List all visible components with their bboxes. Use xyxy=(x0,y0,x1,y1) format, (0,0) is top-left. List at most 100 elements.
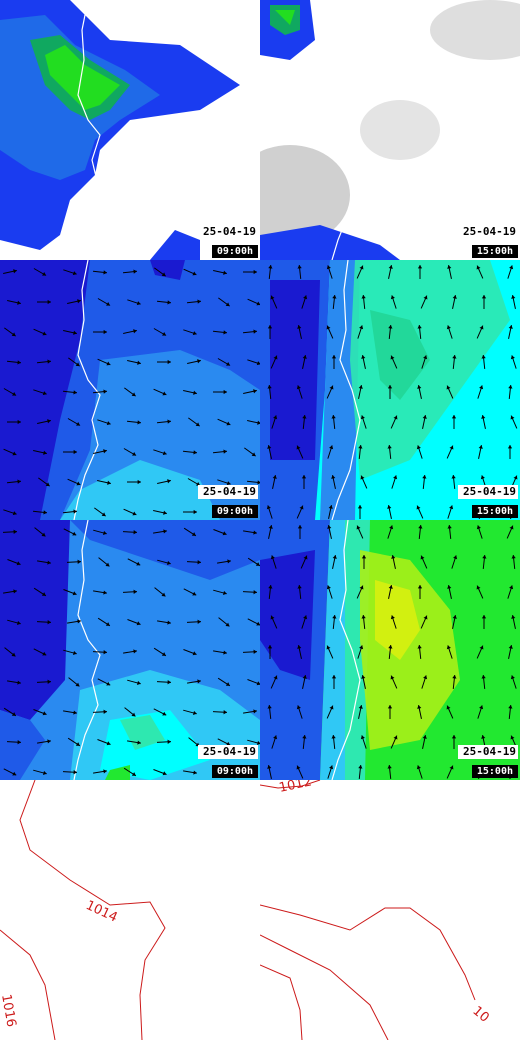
wind-arrow xyxy=(331,475,336,489)
wind-arrow xyxy=(300,555,308,569)
wind-arrow xyxy=(153,769,167,776)
wind-arrow xyxy=(153,708,167,716)
wind-arrow xyxy=(296,445,304,459)
wind10m-panel-0900: 25-04-19 09:00h xyxy=(0,520,260,780)
wind-arrow xyxy=(416,765,423,779)
wind-arrow xyxy=(270,555,277,569)
wind-arrow xyxy=(452,674,457,690)
wind-arrow xyxy=(3,768,17,776)
wind-arrow xyxy=(420,295,428,309)
wind-arrow xyxy=(481,674,486,690)
wind-arrow xyxy=(358,385,363,399)
wind-vector-layer xyxy=(3,267,260,517)
wind-arrow xyxy=(212,330,228,335)
wind-arrow xyxy=(417,324,422,340)
wind-arrow xyxy=(7,619,21,626)
wind-arrow xyxy=(268,525,273,539)
wind-arrow xyxy=(418,524,423,540)
wind-arrow xyxy=(387,525,394,539)
wind-arrow xyxy=(2,529,18,534)
wind-arrow xyxy=(361,294,366,310)
wind-arrow xyxy=(3,509,17,516)
wind-arrow xyxy=(33,648,47,656)
wind-arrow xyxy=(247,679,260,686)
wind-arrow xyxy=(301,615,308,629)
date-label: 25-04-19 xyxy=(198,485,258,499)
wind-arrow xyxy=(360,735,367,749)
wind-arrow xyxy=(92,270,108,275)
wind-arrow xyxy=(67,299,81,304)
wind-arrow xyxy=(332,555,337,569)
wind-arrow xyxy=(356,525,364,539)
date-label: 25-04-19 xyxy=(198,745,258,759)
wind-arrow xyxy=(127,679,141,686)
wind-arrow xyxy=(7,680,21,685)
wind-arrow xyxy=(422,474,427,490)
wind-arrow xyxy=(327,445,334,459)
wind-arrow xyxy=(326,645,334,659)
wind-arrow xyxy=(122,269,138,274)
wind-arrow xyxy=(247,618,260,626)
wind-arrow xyxy=(270,615,278,629)
wind-arrow xyxy=(62,390,78,395)
wind-arrow xyxy=(267,384,272,400)
wind-arrow xyxy=(446,385,454,399)
wind-arrow xyxy=(360,415,367,429)
wind-arrow xyxy=(183,588,197,596)
wind-arrow xyxy=(331,414,336,430)
wind-arrow xyxy=(296,765,304,779)
wind-arrow xyxy=(183,649,197,656)
wind850-panel-0900: 25-04-19 09:00h xyxy=(0,260,260,520)
wind-arrow xyxy=(153,328,167,336)
timestamp: 25-04-19 09:00h xyxy=(198,745,258,778)
wind-arrow xyxy=(356,265,364,279)
wind-arrow xyxy=(213,270,227,275)
wind-arrow xyxy=(387,764,392,780)
wind-arrow xyxy=(244,447,256,457)
wind-arrow xyxy=(446,325,453,339)
wind-vector-layer xyxy=(267,524,518,780)
wind-arrow xyxy=(122,589,138,594)
hour-label: 09:00h xyxy=(211,505,258,518)
wind-arrow xyxy=(331,734,336,750)
hour-label: 09:00h xyxy=(211,245,258,258)
wind-arrow xyxy=(93,449,107,454)
wind-arrow xyxy=(67,737,81,747)
wind-arrow xyxy=(421,355,428,369)
wind-arrow xyxy=(326,385,334,399)
wind-arrow xyxy=(416,505,424,519)
timestamp: 25-04-19 15:00h xyxy=(458,485,518,518)
wind-arrow xyxy=(422,735,427,749)
wind-arrow xyxy=(97,419,111,426)
wind-arrow xyxy=(511,615,516,629)
wind-arrow xyxy=(326,265,333,279)
wind-arrow xyxy=(67,478,81,486)
wind-arrow xyxy=(296,705,303,719)
wind-vector-layer xyxy=(2,527,260,777)
wind-arrow xyxy=(68,357,80,367)
wind-arrow xyxy=(217,479,231,486)
wind-arrow xyxy=(124,707,136,717)
wind-arrow xyxy=(327,765,334,779)
wind-arrow xyxy=(270,295,278,309)
wind-arrow xyxy=(247,557,260,567)
wind-arrow xyxy=(302,414,307,430)
date-label: 25-04-19 xyxy=(458,745,518,759)
wind-arrow xyxy=(127,558,141,566)
timestamp: 25-04-19 15:00h xyxy=(458,745,518,778)
pressure-panel-1500: 1012 10 xyxy=(260,780,520,1040)
wind-arrow xyxy=(446,705,454,719)
wind-arrow xyxy=(157,559,171,566)
wind-arrow xyxy=(3,388,17,396)
wind-arrow xyxy=(156,680,172,685)
wind-arrow xyxy=(37,560,51,565)
wind-arrow xyxy=(218,297,230,307)
wind-arrow xyxy=(66,559,82,564)
wind-arrow xyxy=(331,355,337,369)
hour-label: 15:00h xyxy=(471,245,518,258)
date-label: 25-04-19 xyxy=(458,485,518,499)
wind-arrow xyxy=(187,478,201,486)
wind-arrow xyxy=(157,620,171,625)
wind-arrow xyxy=(356,585,364,599)
wind-arrow xyxy=(122,530,138,535)
